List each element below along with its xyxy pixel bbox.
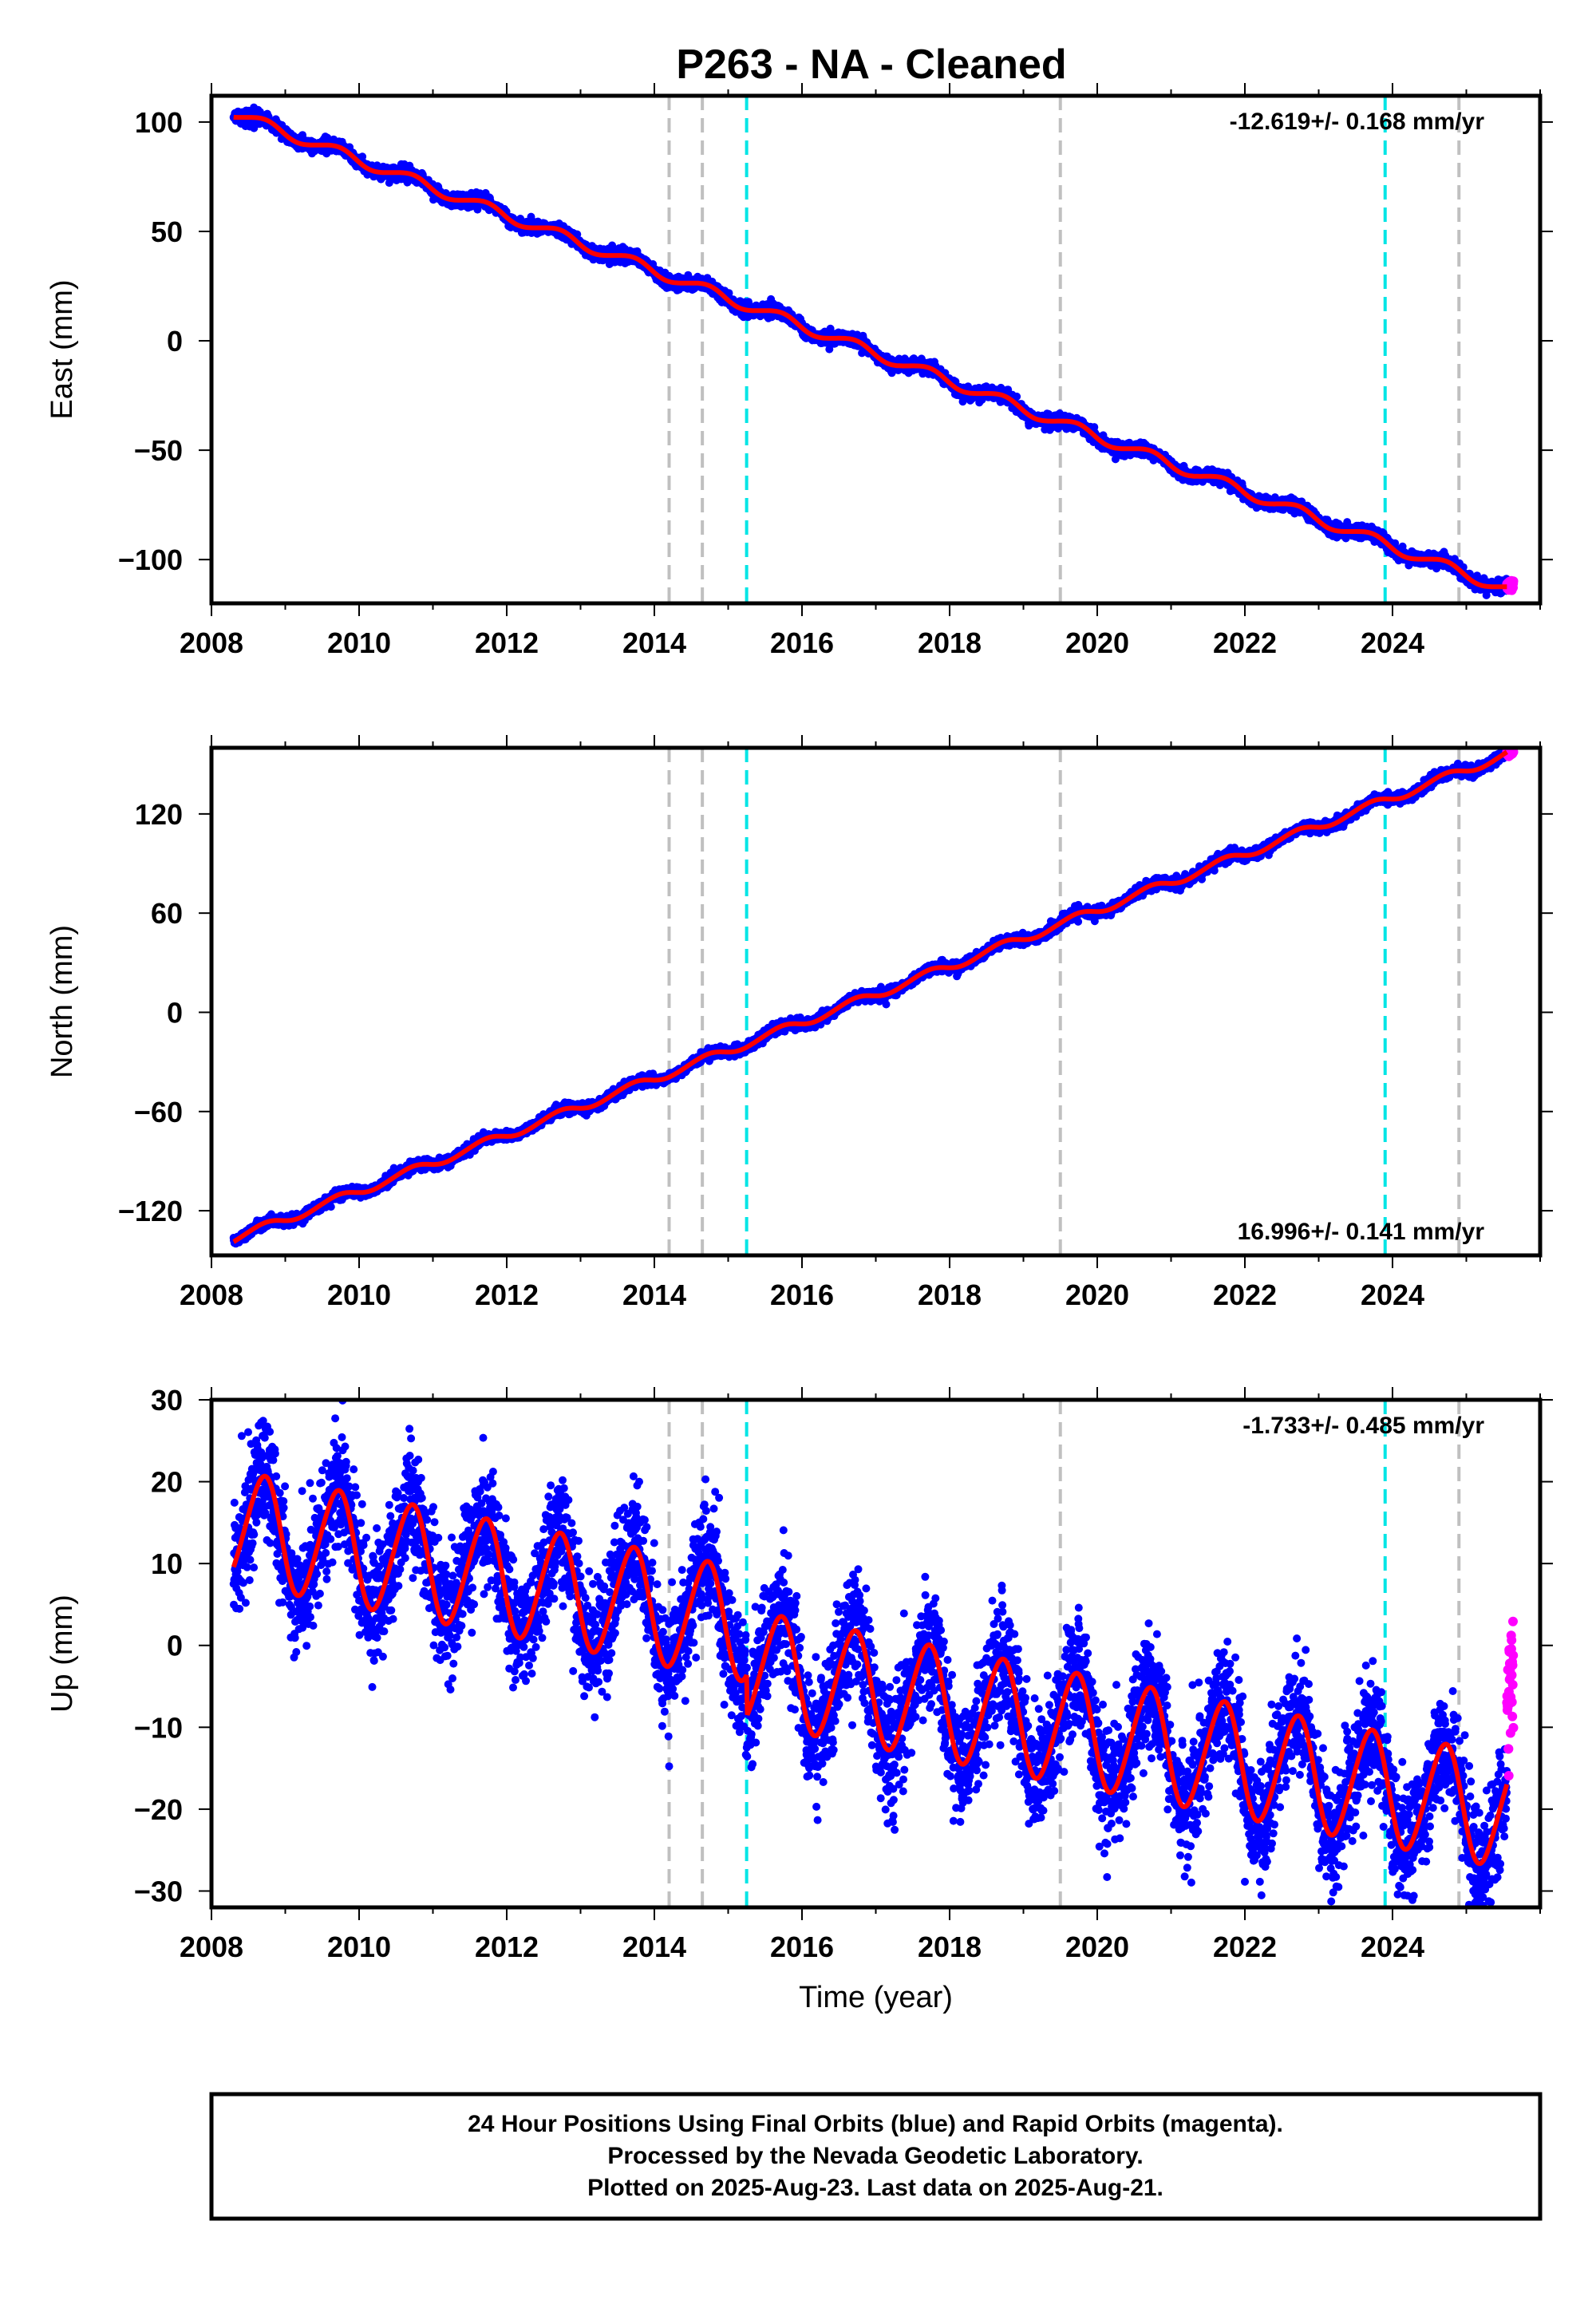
final-orbit-point <box>1013 392 1021 401</box>
figure-title: P263 - NA - Cleaned <box>676 41 1066 88</box>
final-orbit-point <box>958 397 967 406</box>
final-orbit-point <box>608 241 617 250</box>
east-panel: 2008 2010 2012 2014 2016 2018 2020 2022 20241005… <box>45 83 1553 659</box>
final-orbit-point <box>1090 423 1099 432</box>
final-orbit-point <box>825 345 834 354</box>
final-orbit-point <box>573 230 582 239</box>
